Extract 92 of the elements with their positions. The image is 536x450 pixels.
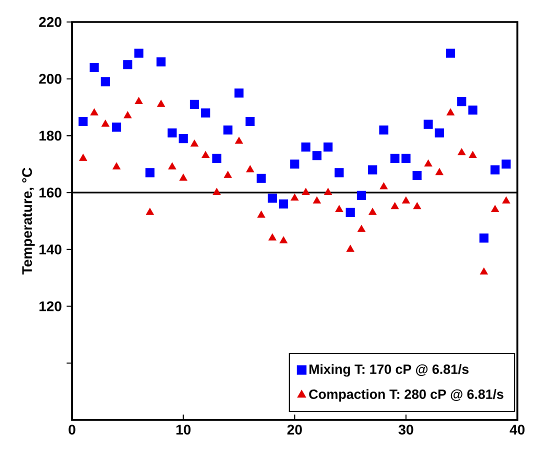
x-tick-label: 10 [176, 424, 191, 435]
point [124, 111, 132, 118]
point [412, 170, 422, 180]
point [224, 170, 232, 178]
point [190, 100, 200, 109]
point [134, 97, 143, 104]
point [424, 160, 432, 167]
x-tick-label: 20 [287, 424, 302, 435]
point [280, 236, 288, 244]
point [457, 97, 466, 106]
point [302, 188, 310, 195]
y-tick-label: 160 [39, 188, 62, 198]
point [212, 188, 221, 195]
point [268, 194, 277, 203]
point [402, 196, 410, 204]
point [190, 140, 198, 147]
point [257, 210, 266, 218]
point [368, 165, 378, 174]
point [179, 174, 188, 181]
point [246, 116, 255, 126]
x-tick-label: 40 [510, 424, 525, 435]
point [90, 62, 99, 72]
point [134, 48, 144, 58]
point [100, 77, 110, 86]
point [212, 154, 222, 163]
point [446, 48, 456, 58]
point [101, 120, 110, 127]
y-tick-label: 120 [39, 301, 62, 312]
point [78, 116, 88, 126]
point [223, 125, 232, 135]
point [178, 134, 188, 144]
legend-label: Mixing T: 170 cP @ 6.81/s [310, 364, 469, 377]
point [491, 205, 500, 212]
y-axis-title: Temperature, °C [22, 168, 35, 274]
point [301, 142, 310, 152]
legend-label: Compaction T: 280 cP @ 6.81/s [309, 389, 504, 402]
point [312, 196, 321, 204]
point [358, 224, 366, 232]
point [202, 151, 210, 158]
point [256, 174, 266, 183]
point [146, 208, 154, 215]
point [379, 125, 388, 135]
point [201, 108, 210, 118]
point [480, 268, 488, 275]
point [145, 168, 154, 178]
point [390, 202, 399, 210]
point [123, 60, 132, 70]
point [278, 199, 288, 208]
y-tick-label: 140 [39, 244, 62, 254]
point [502, 196, 510, 204]
point [479, 234, 488, 243]
point [168, 128, 177, 138]
x-tick-label: 0 [68, 424, 76, 435]
y-tick-label: 220 [39, 17, 62, 27]
y-tick-label: 200 [39, 74, 62, 84]
point [156, 57, 166, 66]
point [434, 128, 444, 138]
point [246, 165, 254, 172]
point [435, 168, 444, 176]
point [356, 190, 366, 200]
point [112, 122, 122, 132]
point [380, 182, 388, 190]
point [324, 142, 333, 152]
point [468, 151, 477, 158]
point [334, 168, 344, 178]
point [458, 148, 466, 156]
point [234, 88, 244, 98]
point [324, 188, 332, 195]
point [368, 208, 377, 215]
point [424, 120, 433, 129]
y-tick-label: 180 [39, 130, 62, 141]
x-tick-label: 30 [398, 424, 414, 435]
point [490, 165, 500, 174]
point [90, 108, 98, 116]
point [168, 162, 176, 170]
point [112, 162, 121, 170]
point [468, 106, 478, 115]
point [390, 154, 400, 163]
point [446, 108, 454, 116]
point [79, 154, 88, 161]
point [346, 244, 354, 252]
point [335, 205, 344, 212]
point [413, 202, 422, 210]
point [290, 194, 299, 201]
point [268, 234, 276, 240]
point [312, 151, 322, 160]
point [401, 154, 411, 163]
point [290, 160, 300, 169]
point [502, 160, 511, 169]
point [157, 100, 166, 107]
point [346, 208, 355, 217]
point [235, 136, 243, 144]
